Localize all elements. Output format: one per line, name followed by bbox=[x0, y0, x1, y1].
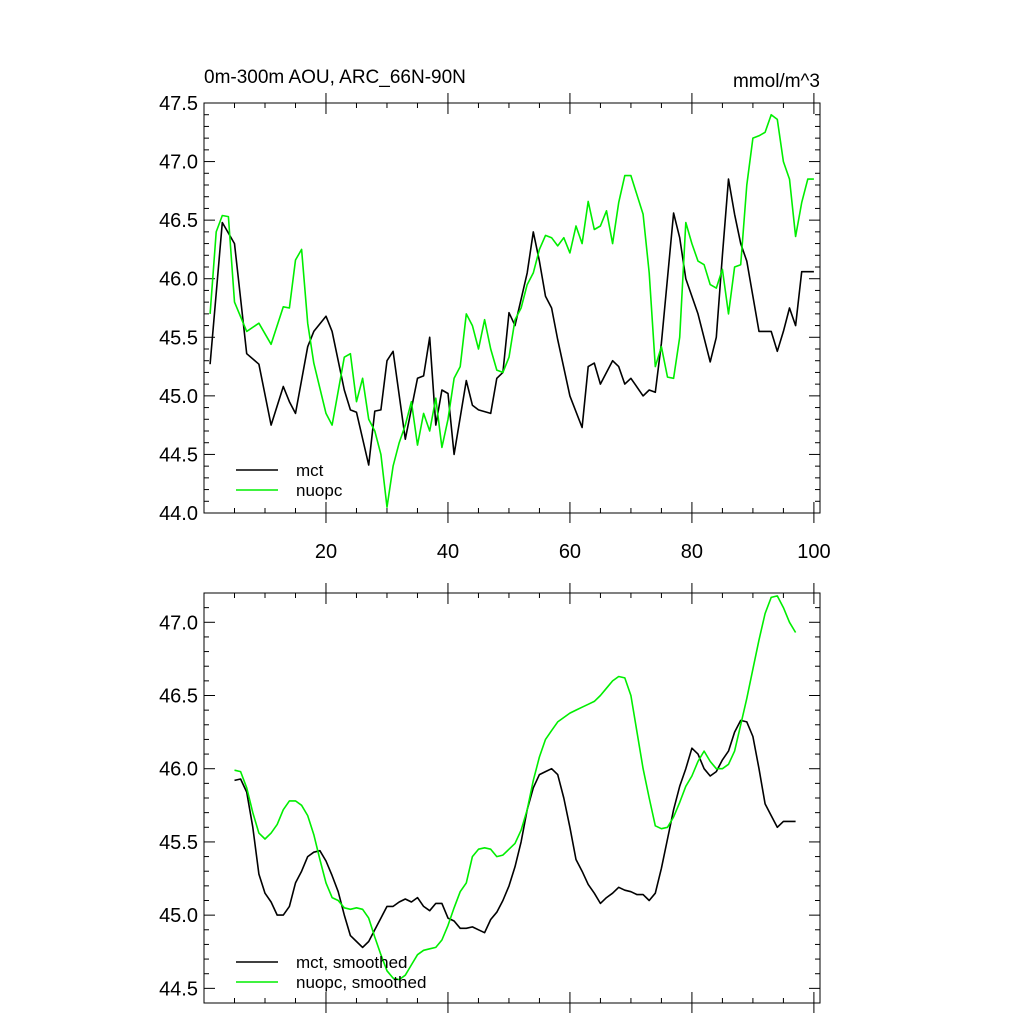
top-panel-lines bbox=[209, 113, 814, 508]
y-tick-label: 47.0 bbox=[159, 612, 198, 634]
y-tick-label: 45.5 bbox=[159, 832, 198, 854]
bottom-panel-ticks bbox=[204, 583, 820, 1013]
y-tick-label: 45.5 bbox=[159, 327, 198, 349]
y-tick-label: 44.5 bbox=[159, 978, 198, 1000]
series-line bbox=[209, 178, 814, 466]
series-line bbox=[234, 719, 796, 949]
bottom-panel-tick-labels: 44.5 45.0 45.5 46.0 46.5 47.0 bbox=[159, 612, 198, 1000]
legend-label: mct bbox=[296, 461, 324, 480]
top-panel-units: mmol/m^3 bbox=[733, 71, 820, 92]
legend-label: nuopc, smoothed bbox=[296, 973, 426, 992]
y-tick-label: 46.5 bbox=[159, 210, 198, 232]
series-line bbox=[209, 113, 814, 508]
y-tick-label: 47.5 bbox=[159, 93, 198, 115]
x-tick-label: 100 bbox=[797, 541, 830, 563]
top-panel-frame bbox=[203, 102, 821, 514]
x-tick-label: 80 bbox=[681, 541, 703, 563]
top-panel-title: 0m-300m AOU, ARC_66N-90N bbox=[204, 67, 466, 88]
top-panel: 0m-300m AOU, ARC_66N-90N mmol/m^3 44.044… bbox=[159, 67, 831, 563]
top-panel-ticks bbox=[204, 93, 820, 523]
y-tick-label: 44.5 bbox=[159, 444, 198, 466]
bottom-panel-lines bbox=[234, 595, 797, 981]
top-panel-tick-labels: 44.0 44.5 45.0 45.5 46.0 46.5 47.0 47.5 20 40 60 80… bbox=[159, 93, 831, 563]
legend-label: nuopc bbox=[296, 481, 343, 500]
y-tick-label: 45.0 bbox=[159, 386, 198, 408]
y-tick-label: 47.0 bbox=[159, 152, 198, 174]
y-tick-label: 46.0 bbox=[159, 269, 198, 291]
x-tick-label: 20 bbox=[315, 541, 337, 563]
bottom-panel: 44.5 45.0 45.5 46.0 46.5 47.0 mct, smoothednu… bbox=[159, 583, 821, 1013]
bottom-panel-frame bbox=[203, 592, 821, 1004]
y-tick-label: 46.5 bbox=[159, 686, 198, 708]
y-tick-label: 45.0 bbox=[159, 905, 198, 927]
y-tick-label: 44.0 bbox=[159, 503, 198, 525]
x-tick-label: 60 bbox=[559, 541, 581, 563]
legend-label: mct, smoothed bbox=[296, 953, 408, 972]
y-tick-label: 46.0 bbox=[159, 759, 198, 781]
x-tick-label: 40 bbox=[437, 541, 459, 563]
series-line bbox=[234, 595, 797, 981]
